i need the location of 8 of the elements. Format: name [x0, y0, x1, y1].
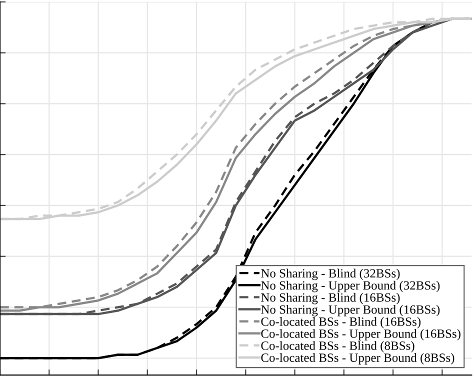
legend-label: Co-located BSs - Upper Bound (8BSs)	[261, 353, 454, 364]
legend-label: No Sharing - Upper Bound (32BSs)	[261, 280, 440, 292]
legend-label: No Sharing - Blind (32BSs)	[261, 268, 400, 280]
legend-label: Co-located BSs - Blind (16BSs)	[261, 317, 421, 328]
legend-label: No Sharing - Upper Bound (16BSs)	[261, 304, 440, 316]
legend-label: Co-located BSs - Upper Bound (16BSs)	[261, 329, 460, 340]
legend-label: Co-located BSs - Blind (8BSs)	[261, 341, 414, 352]
legend-label: No Sharing - Blind (16BSs)	[261, 292, 400, 304]
